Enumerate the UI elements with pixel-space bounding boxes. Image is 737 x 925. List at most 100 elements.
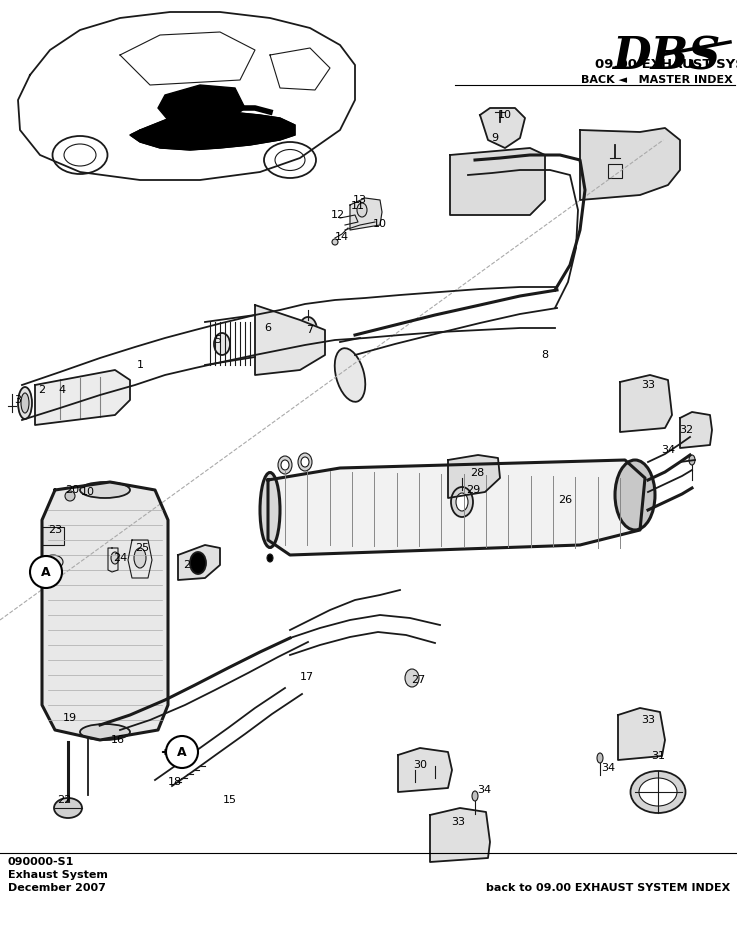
Ellipse shape <box>54 798 82 818</box>
Text: A: A <box>41 565 51 578</box>
Ellipse shape <box>21 393 29 413</box>
Polygon shape <box>178 545 220 580</box>
Text: 32: 32 <box>679 425 693 435</box>
Text: 2: 2 <box>38 385 46 395</box>
FancyBboxPatch shape <box>42 527 64 545</box>
Text: December 2007: December 2007 <box>8 883 106 893</box>
Ellipse shape <box>267 554 273 562</box>
Text: 14: 14 <box>335 232 349 242</box>
Text: 34: 34 <box>477 785 491 795</box>
Text: 31: 31 <box>651 751 665 761</box>
Circle shape <box>30 556 62 588</box>
Text: 29: 29 <box>466 485 480 495</box>
Polygon shape <box>35 370 130 425</box>
Ellipse shape <box>281 460 289 470</box>
Text: 5: 5 <box>214 335 222 345</box>
Text: 9: 9 <box>492 133 498 143</box>
Text: 15: 15 <box>223 795 237 805</box>
Text: 11: 11 <box>351 201 365 211</box>
Text: 10: 10 <box>81 487 95 497</box>
Text: 24: 24 <box>113 553 127 563</box>
Ellipse shape <box>335 348 366 401</box>
Polygon shape <box>42 482 168 740</box>
Ellipse shape <box>298 453 312 471</box>
Ellipse shape <box>278 456 292 474</box>
Text: 8: 8 <box>542 350 548 360</box>
Ellipse shape <box>472 791 478 801</box>
Polygon shape <box>255 305 325 375</box>
Text: 1: 1 <box>136 360 144 370</box>
Ellipse shape <box>456 493 468 511</box>
Ellipse shape <box>630 771 685 813</box>
Text: 10: 10 <box>373 219 387 229</box>
Polygon shape <box>620 375 672 432</box>
FancyBboxPatch shape <box>608 164 622 178</box>
Text: 25: 25 <box>135 543 149 553</box>
Polygon shape <box>350 198 382 230</box>
Ellipse shape <box>214 333 230 355</box>
Polygon shape <box>618 708 665 760</box>
Text: 34: 34 <box>601 763 615 773</box>
Text: 33: 33 <box>641 380 655 390</box>
Ellipse shape <box>357 203 367 217</box>
Ellipse shape <box>190 552 206 574</box>
Ellipse shape <box>134 548 146 568</box>
Polygon shape <box>680 412 712 448</box>
Text: 6: 6 <box>265 323 271 333</box>
Ellipse shape <box>299 317 317 343</box>
Ellipse shape <box>639 778 677 806</box>
Ellipse shape <box>405 669 419 687</box>
Text: 12: 12 <box>331 210 345 220</box>
Ellipse shape <box>18 387 32 419</box>
Text: Exhaust System: Exhaust System <box>8 870 108 880</box>
Ellipse shape <box>689 455 695 465</box>
Ellipse shape <box>80 724 130 740</box>
Polygon shape <box>130 112 295 150</box>
Text: 19: 19 <box>63 713 77 723</box>
Text: 10: 10 <box>498 110 512 120</box>
Text: 33: 33 <box>451 817 465 827</box>
Text: 23: 23 <box>48 525 62 535</box>
Ellipse shape <box>111 552 119 564</box>
Polygon shape <box>580 128 680 200</box>
Polygon shape <box>398 748 452 792</box>
Ellipse shape <box>451 487 473 517</box>
Text: 22: 22 <box>57 795 71 805</box>
Text: A: A <box>177 746 186 758</box>
Ellipse shape <box>80 482 130 498</box>
Ellipse shape <box>301 457 309 467</box>
Text: 27: 27 <box>411 675 425 685</box>
Text: 20: 20 <box>65 485 79 495</box>
Ellipse shape <box>257 321 279 351</box>
Text: 30: 30 <box>413 760 427 770</box>
Text: BACK ◄   MASTER INDEX   ► NEXT: BACK ◄ MASTER INDEX ► NEXT <box>581 75 737 85</box>
Polygon shape <box>450 148 545 215</box>
Text: 13: 13 <box>353 195 367 205</box>
Text: 33: 33 <box>641 715 655 725</box>
Ellipse shape <box>261 326 275 346</box>
Polygon shape <box>158 85 245 125</box>
Ellipse shape <box>43 555 63 569</box>
Text: 3: 3 <box>15 395 21 405</box>
Text: 34: 34 <box>661 445 675 455</box>
Circle shape <box>166 736 198 768</box>
Text: 4: 4 <box>58 385 66 395</box>
Text: DBS: DBS <box>612 35 720 78</box>
Ellipse shape <box>597 753 603 763</box>
Polygon shape <box>480 108 525 148</box>
Polygon shape <box>268 460 645 555</box>
Text: 18: 18 <box>168 777 182 787</box>
Text: 7: 7 <box>307 325 313 335</box>
Ellipse shape <box>615 460 655 530</box>
Polygon shape <box>430 808 490 862</box>
Text: 17: 17 <box>300 672 314 682</box>
Text: 28: 28 <box>470 468 484 478</box>
Ellipse shape <box>65 491 75 501</box>
Text: 16: 16 <box>111 735 125 745</box>
Text: 090000-S1: 090000-S1 <box>8 857 74 867</box>
Polygon shape <box>448 455 500 498</box>
Ellipse shape <box>260 473 280 548</box>
Text: 09.00 EXHAUST SYSTEM: 09.00 EXHAUST SYSTEM <box>595 58 737 71</box>
Ellipse shape <box>332 239 338 245</box>
Text: back to 09.00 EXHAUST SYSTEM INDEX: back to 09.00 EXHAUST SYSTEM INDEX <box>486 883 730 893</box>
